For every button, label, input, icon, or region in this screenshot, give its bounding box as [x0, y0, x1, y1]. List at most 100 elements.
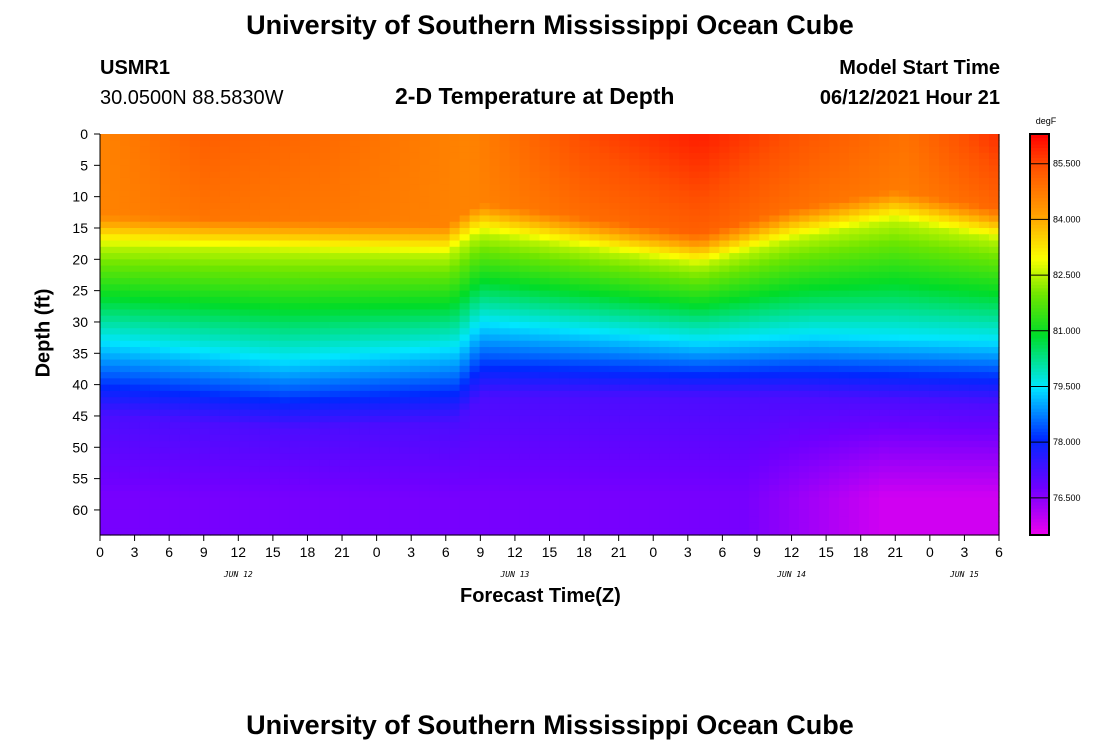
heatmap-cell [179, 509, 191, 517]
heatmap-cell [639, 447, 650, 455]
heatmap-cell [279, 409, 291, 417]
heatmap-cell [419, 509, 431, 517]
heatmap-cell [509, 303, 521, 311]
heatmap-cell [569, 390, 581, 398]
heatmap-cell [189, 516, 201, 524]
heatmap-cell [199, 296, 211, 304]
heatmap-cell [849, 146, 860, 154]
heatmap-cell [129, 447, 141, 455]
heatmap-cell [419, 259, 431, 267]
heatmap-cell [139, 240, 151, 248]
heatmap-cell [359, 409, 371, 417]
heatmap-cell [629, 278, 640, 285]
heatmap-cell [239, 303, 251, 311]
heatmap-cell [449, 234, 461, 242]
heatmap-cell [539, 215, 551, 223]
heatmap-cell [100, 390, 111, 398]
heatmap-cell [309, 221, 321, 229]
heatmap-cell [469, 434, 481, 442]
heatmap-cell [659, 240, 670, 248]
heatmap-cell [699, 409, 710, 417]
heatmap-cell [819, 441, 830, 448]
heatmap-cell [159, 422, 171, 430]
heatmap-cell [369, 259, 381, 267]
heatmap-cell [209, 509, 221, 517]
heatmap-cell [409, 321, 421, 329]
heatmap-cell [689, 196, 700, 204]
heatmap-cell [709, 403, 720, 411]
heatmap-cell [159, 296, 171, 304]
heatmap-cell [259, 434, 271, 442]
heatmap-cell [439, 390, 451, 398]
heatmap-cell [659, 221, 670, 229]
heatmap-cell [789, 441, 800, 448]
heatmap-cell [319, 347, 331, 354]
heatmap-cell [369, 328, 381, 336]
heatmap-cell [479, 190, 491, 198]
heatmap-cell [519, 177, 531, 185]
heatmap-cell [549, 459, 561, 467]
heatmap-cell [739, 453, 750, 461]
heatmap-cell [779, 190, 790, 198]
heatmap-cell [479, 491, 491, 499]
heatmap-cell [149, 321, 161, 329]
heatmap-cell [869, 278, 880, 285]
heatmap-cell [209, 215, 221, 223]
heatmap-cell [789, 522, 800, 530]
heatmap-cell [629, 390, 640, 398]
heatmap-cell [399, 253, 411, 260]
heatmap-cell [289, 215, 301, 223]
heatmap-cell [669, 478, 680, 486]
heatmap-cell [699, 390, 710, 398]
heatmap-cell [529, 434, 541, 442]
heatmap-cell [169, 403, 181, 411]
heatmap-cell [100, 296, 111, 304]
heatmap-cell [659, 196, 670, 204]
heatmap-cell [279, 265, 291, 273]
heatmap-cell [349, 340, 361, 348]
heatmap-cell [469, 422, 481, 430]
heatmap-cell [809, 215, 820, 223]
heatmap-cell [699, 246, 710, 254]
heatmap-cell [599, 328, 611, 336]
heatmap-cell [759, 140, 770, 148]
heatmap-cell [319, 296, 331, 304]
heatmap-cell [329, 190, 341, 198]
heatmap-cell [869, 372, 880, 379]
heatmap-cell [499, 409, 511, 417]
heatmap-cell [179, 365, 191, 373]
heatmap-cell [759, 347, 770, 354]
heatmap-cell [649, 140, 660, 148]
heatmap-cell [549, 209, 561, 217]
heatmap-cell [149, 384, 161, 392]
heatmap-cell [679, 459, 690, 467]
heatmap-cell [619, 284, 631, 292]
heatmap-cell [219, 234, 231, 242]
heatmap-cell [779, 528, 790, 536]
heatmap-cell [389, 503, 401, 511]
heatmap-cell [699, 459, 710, 467]
heatmap-cell [869, 503, 880, 511]
heatmap-cell [159, 303, 171, 311]
heatmap-cell [299, 509, 311, 517]
heatmap-cell [809, 221, 820, 229]
heatmap-cell [619, 134, 631, 141]
heatmap-cell [829, 466, 840, 473]
heatmap-cell [729, 509, 740, 517]
heatmap-cell [459, 447, 471, 455]
heatmap-cell [439, 265, 451, 273]
heatmap-cell [529, 472, 541, 480]
heatmap-cell [789, 528, 800, 536]
heatmap-cell [519, 321, 531, 329]
heatmap-cell [599, 509, 611, 517]
heatmap-cell [689, 503, 700, 511]
heatmap-cell [859, 353, 870, 361]
heatmap-cell [319, 303, 331, 311]
heatmap-cell [219, 202, 231, 210]
heatmap-cell [579, 221, 591, 229]
heatmap-cell [179, 522, 191, 530]
heatmap-cell [349, 259, 361, 267]
heatmap-cell [219, 315, 231, 323]
heatmap-cell [829, 503, 840, 511]
heatmap-cell [849, 522, 860, 530]
